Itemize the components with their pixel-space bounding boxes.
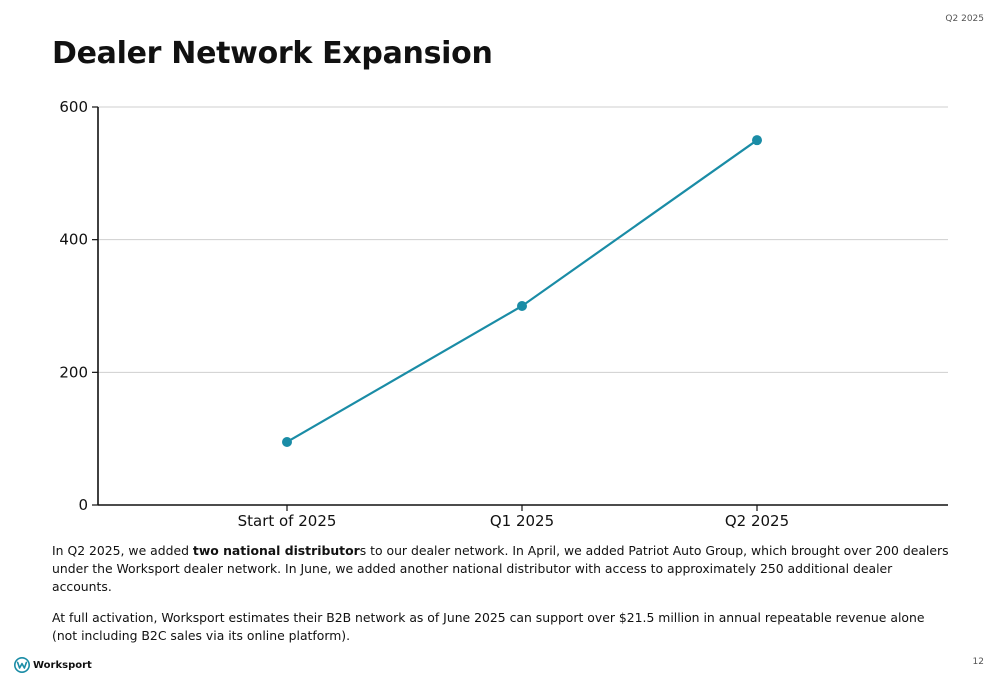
logo-text: Worksport	[33, 659, 92, 671]
paragraph-bold-text: two national distributor	[192, 543, 360, 558]
paragraph-dealer-additions: In Q2 2025, we added two national distri…	[52, 542, 952, 596]
data-point	[282, 436, 292, 447]
paragraph-text: In Q2 2025, we added	[52, 543, 193, 558]
paragraph-text: s to our dealer network. In April, we ad…	[52, 543, 949, 594]
x-tick-label: Q2 2025	[725, 512, 789, 530]
chart-tick-labels: 0 200 400 600 Start of 2025 Q1 2025 Q2 2025	[59, 98, 789, 530]
paragraph-revenue-estimate: At full activation, Worksport estimates …	[52, 610, 925, 643]
y-tick-label: 0	[78, 496, 88, 514]
chart-series	[282, 135, 762, 447]
x-tick-label: Start of 2025	[238, 512, 337, 530]
worksport-logo: Worksport	[14, 657, 92, 673]
y-tick-label: 400	[59, 231, 88, 249]
corner-period-label: Q2 2025	[945, 14, 984, 24]
data-point	[752, 135, 762, 146]
data-point	[517, 301, 527, 311]
chart-axes	[92, 106, 948, 511]
dealer-network-line-chart: 0 200 400 600 Start of 2025 Q1 2025 Q2 2025	[59, 98, 948, 530]
worksport-w-logo-icon	[14, 657, 30, 673]
series-line	[286, 139, 758, 443]
x-tick-label: Q1 2025	[490, 512, 554, 530]
page-title: Dealer Network Expansion	[52, 36, 493, 71]
page-number: 12	[972, 657, 984, 667]
chart-gridlines	[98, 106, 948, 373]
y-tick-label: 200	[59, 363, 88, 381]
y-tick-label: 600	[59, 98, 88, 116]
